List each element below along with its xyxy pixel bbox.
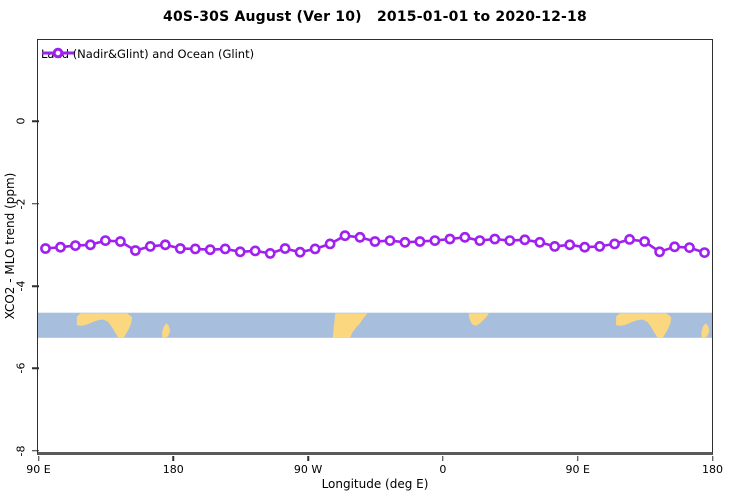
series-point: [324, 238, 336, 250]
series-point: [279, 243, 291, 254]
series-point: [354, 231, 366, 243]
x-tick-label: 90 E: [26, 463, 51, 476]
series-point: [384, 235, 396, 246]
series-point: [130, 245, 141, 256]
series-point: [534, 236, 546, 248]
map-strip-land-new-zealand: [162, 323, 171, 338]
series-point: [70, 240, 81, 251]
series-point: [609, 238, 620, 250]
series-point: [579, 241, 591, 253]
series-point: [100, 235, 111, 246]
y-tick-label: -2: [14, 198, 28, 210]
series-point: [249, 245, 261, 257]
series-point: [444, 233, 456, 245]
series-point: [414, 236, 426, 247]
x-tick: [37, 456, 40, 461]
series-point: [309, 243, 321, 255]
series-point: [594, 240, 606, 252]
legend-circle: [52, 47, 64, 59]
series-point: [115, 236, 126, 247]
x-tick: [442, 456, 444, 461]
series-point: [504, 235, 516, 246]
series-point: [159, 239, 171, 251]
series-point: [564, 239, 576, 251]
map-strip-land-australia: [76, 313, 133, 338]
y-tick: [32, 367, 39, 370]
plot-area: Land (Nadir&Glint) and Ocean (Glint): [37, 39, 713, 455]
series-point: [369, 236, 381, 247]
series-point: [40, 243, 51, 254]
series-point: [429, 235, 441, 246]
plot-canvas: [38, 230, 712, 338]
y-tick-label: -8: [14, 445, 28, 457]
series-point: [654, 246, 665, 258]
map-strip-ocean: [38, 312, 712, 338]
map-strip-land-australia-wrap: [616, 313, 672, 338]
series-point: [489, 233, 501, 245]
y-tick-label: -6: [14, 362, 28, 374]
series-point: [174, 243, 186, 254]
series-point: [294, 246, 306, 258]
y-tick: [32, 450, 39, 452]
x-axis-title: Longitude (deg E): [321, 477, 429, 491]
y-tick: [32, 120, 39, 122]
series-point: [519, 234, 531, 246]
x-tick-label: 0: [439, 463, 447, 476]
map-strip-land-south-africa: [468, 313, 489, 326]
series-point: [55, 241, 66, 253]
series-point: [669, 241, 680, 253]
series-point: [639, 236, 650, 247]
series-point: [699, 247, 710, 258]
x-tick-label: 90 W: [293, 463, 323, 476]
legend: Land (Nadir&Glint) and Ocean (Glint): [41, 47, 254, 61]
series-point: [459, 231, 471, 243]
y-axis-title: XCO2 - MLO trend (ppm): [3, 172, 17, 320]
series-point: [144, 240, 156, 252]
y-tick: [32, 285, 39, 287]
x-tick-label: 180: [162, 463, 184, 476]
series-point: [399, 236, 411, 248]
series-point: [474, 235, 486, 246]
x-tick-label: 90 E: [565, 463, 590, 476]
x-tick: [576, 456, 579, 461]
series-point: [189, 243, 201, 255]
series-point: [684, 242, 695, 253]
series-point: [204, 244, 216, 256]
x-tick: [172, 456, 175, 461]
series-point: [339, 230, 351, 242]
legend-label: Land (Nadir&Glint) and Ocean (Glint): [41, 47, 255, 61]
series-point: [624, 233, 635, 245]
x-tick-label: 180: [702, 463, 723, 476]
series-point: [85, 239, 96, 251]
series-point: [219, 243, 231, 255]
legend-marker-icon: [42, 47, 74, 59]
series-point: [234, 246, 246, 258]
x-tick: [307, 456, 309, 461]
series-point: [264, 247, 276, 259]
y-axis-ticks: 0 -2 -4 -6 -8: [15, 41, 39, 456]
chart-title: 40S-30S August (Ver 10) 2015-01-01 to 20…: [163, 9, 587, 25]
map-strip-land-new-zealand-wrap: [701, 323, 710, 338]
x-tick: [711, 456, 714, 461]
map-strip-land-south-america: [332, 313, 368, 338]
x-axis-ticks: 90 E 180 90 W 0 90 E 180: [26, 456, 723, 486]
y-tick-label: 0: [14, 117, 28, 125]
series-point: [549, 240, 561, 252]
y-tick: [32, 202, 39, 205]
y-tick-label: -4: [14, 280, 28, 292]
